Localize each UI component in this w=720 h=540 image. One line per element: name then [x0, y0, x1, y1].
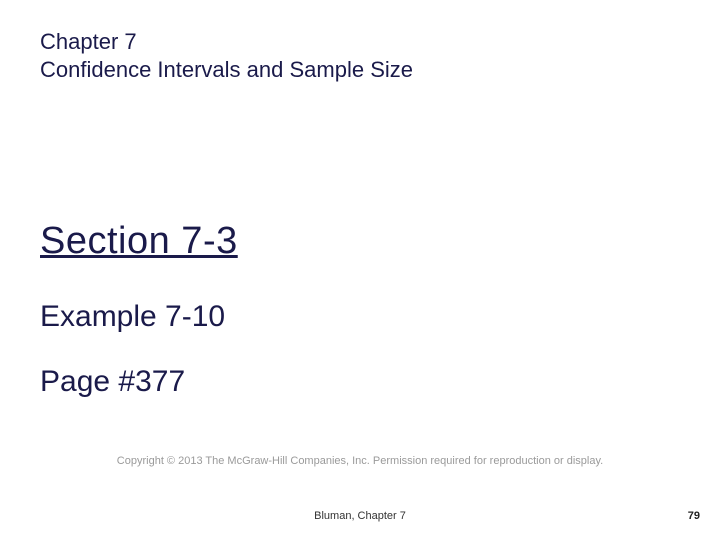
slide-number: 79: [688, 510, 700, 522]
slide: Chapter 7 Confidence Intervals and Sampl…: [0, 0, 720, 540]
chapter-title: Confidence Intervals and Sample Size: [40, 56, 413, 84]
example-label: Example 7-10: [40, 300, 225, 334]
chapter-line: Chapter 7: [40, 28, 413, 56]
page-reference: Page #377: [40, 365, 185, 399]
section-title: Section 7-3: [40, 220, 238, 263]
copyright-notice: Copyright © 2013 The McGraw-Hill Compani…: [0, 455, 720, 467]
chapter-header: Chapter 7 Confidence Intervals and Sampl…: [40, 28, 413, 83]
footer-center-text: Bluman, Chapter 7: [0, 510, 720, 522]
